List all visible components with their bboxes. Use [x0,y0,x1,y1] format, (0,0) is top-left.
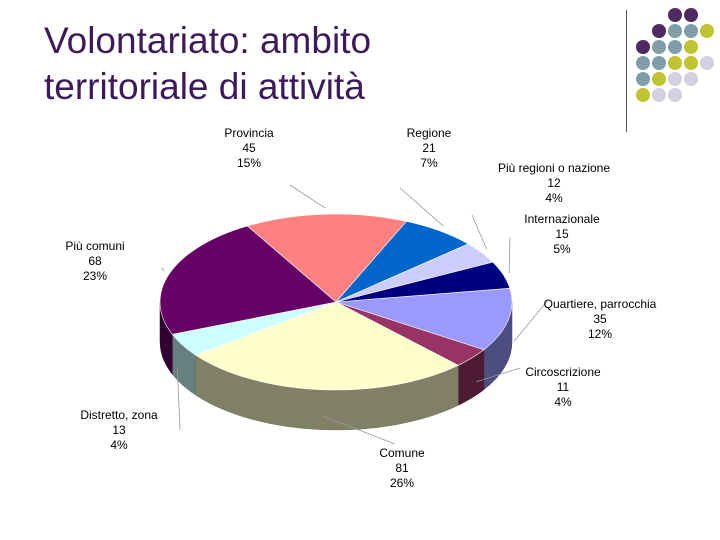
slice-value: 35 [593,312,607,326]
slice-name: Quartiere, parrocchia [544,297,657,311]
slice-value: 13 [112,423,126,437]
slide-title: Volontariato: ambito territoriale di att… [44,18,604,110]
slice-name: Comune [379,446,425,460]
slice-label-2: Comune 81 26% [379,446,425,490]
leader-line-1 [476,367,521,383]
slice-label-5: Provincia 45 15% [224,126,274,170]
decorative-dot [684,72,698,86]
decorative-dot [684,24,698,38]
leader-line-3 [176,368,181,431]
leader-line-5 [289,184,326,209]
slice-percent: 7% [420,156,438,170]
slice-percent: 15% [237,156,261,170]
decorative-dot [668,40,682,54]
decorative-dot [684,56,698,70]
slice-name: Provincia [224,126,274,140]
slice-value: 68 [88,254,102,268]
slice-value: 45 [242,141,256,155]
decorative-dot [684,8,698,22]
pie-tops [159,213,513,391]
slice-label-8: Internazionale 15 5% [524,212,600,256]
pie-slice-8 [335,261,511,303]
slice-name: Circoscrizione [525,365,601,379]
pie-slice-5 [246,213,407,303]
decorative-dot [652,88,666,102]
slice-percent: 4% [554,395,572,409]
slice-name: Distretto, zona [80,408,158,422]
slice-value: 11 [557,380,570,394]
slice-name: Più regioni o nazione [498,161,610,175]
slice-name: Regione [407,126,452,140]
leader-line-0 [513,299,549,342]
decorative-dot [652,40,666,54]
decorative-dot [700,24,714,38]
slice-percent: 26% [390,476,414,490]
slice-percent: 4% [545,191,563,205]
pie-sides [159,301,513,431]
leader-line-8 [508,236,511,274]
decorative-dot [636,56,650,70]
decorative-dot [636,88,650,102]
slice-label-3: Distretto, zona 13 4% [80,408,158,452]
leader-line-7 [471,214,488,250]
slice-label-4: Più comuni 68 23% [65,239,124,283]
decorative-dot [668,56,682,70]
pie-slice-4 [159,225,337,335]
slice-label-6: Regione 21 7% [407,126,452,170]
decorative-dot [652,56,666,70]
slide-title-line-1: Volontariato: ambito [44,20,372,61]
slice-value: 15 [555,227,569,241]
slice-percent: 5% [553,242,571,256]
slice-name: Internazionale [524,212,600,226]
slice-percent: 23% [83,269,107,283]
decorative-dot-grid [636,8,720,120]
pie-labels: Quartiere, parrocchia 35 12% Circoscrizione… [65,126,656,490]
decorative-dot [684,40,698,54]
pie-slice-0 [335,287,513,351]
leader-line-4 [161,267,165,272]
leader-line-6 [399,187,444,227]
decorative-dot [668,8,682,22]
slide-title-line-2: territoriale di attività [44,66,365,107]
slice-value: 12 [547,176,561,190]
leader-line-2 [321,415,396,445]
slice-percent: 4% [110,438,128,452]
decorative-dot [668,88,682,102]
slice-name: Più comuni [65,239,124,253]
decorative-dot [700,56,714,70]
slice-label-7: Più regioni o nazione 12 4% [498,161,610,205]
decorative-dot [636,40,650,54]
decorative-dot [668,72,682,86]
decorative-dot [652,24,666,38]
slice-value: 21 [422,141,436,155]
decorative-dot [652,72,666,86]
pie-leaders [161,184,549,445]
slice-value: 81 [395,461,409,475]
decorative-dot [636,72,650,86]
slice-label-1: Circoscrizione 11 4% [525,365,601,409]
slice-percent: 12% [588,327,612,341]
slice-label-0: Quartiere, parrocchia 35 12% [544,297,657,341]
decorative-divider [626,10,627,132]
decorative-dot [668,24,682,38]
pie-slice-2 [194,301,459,391]
